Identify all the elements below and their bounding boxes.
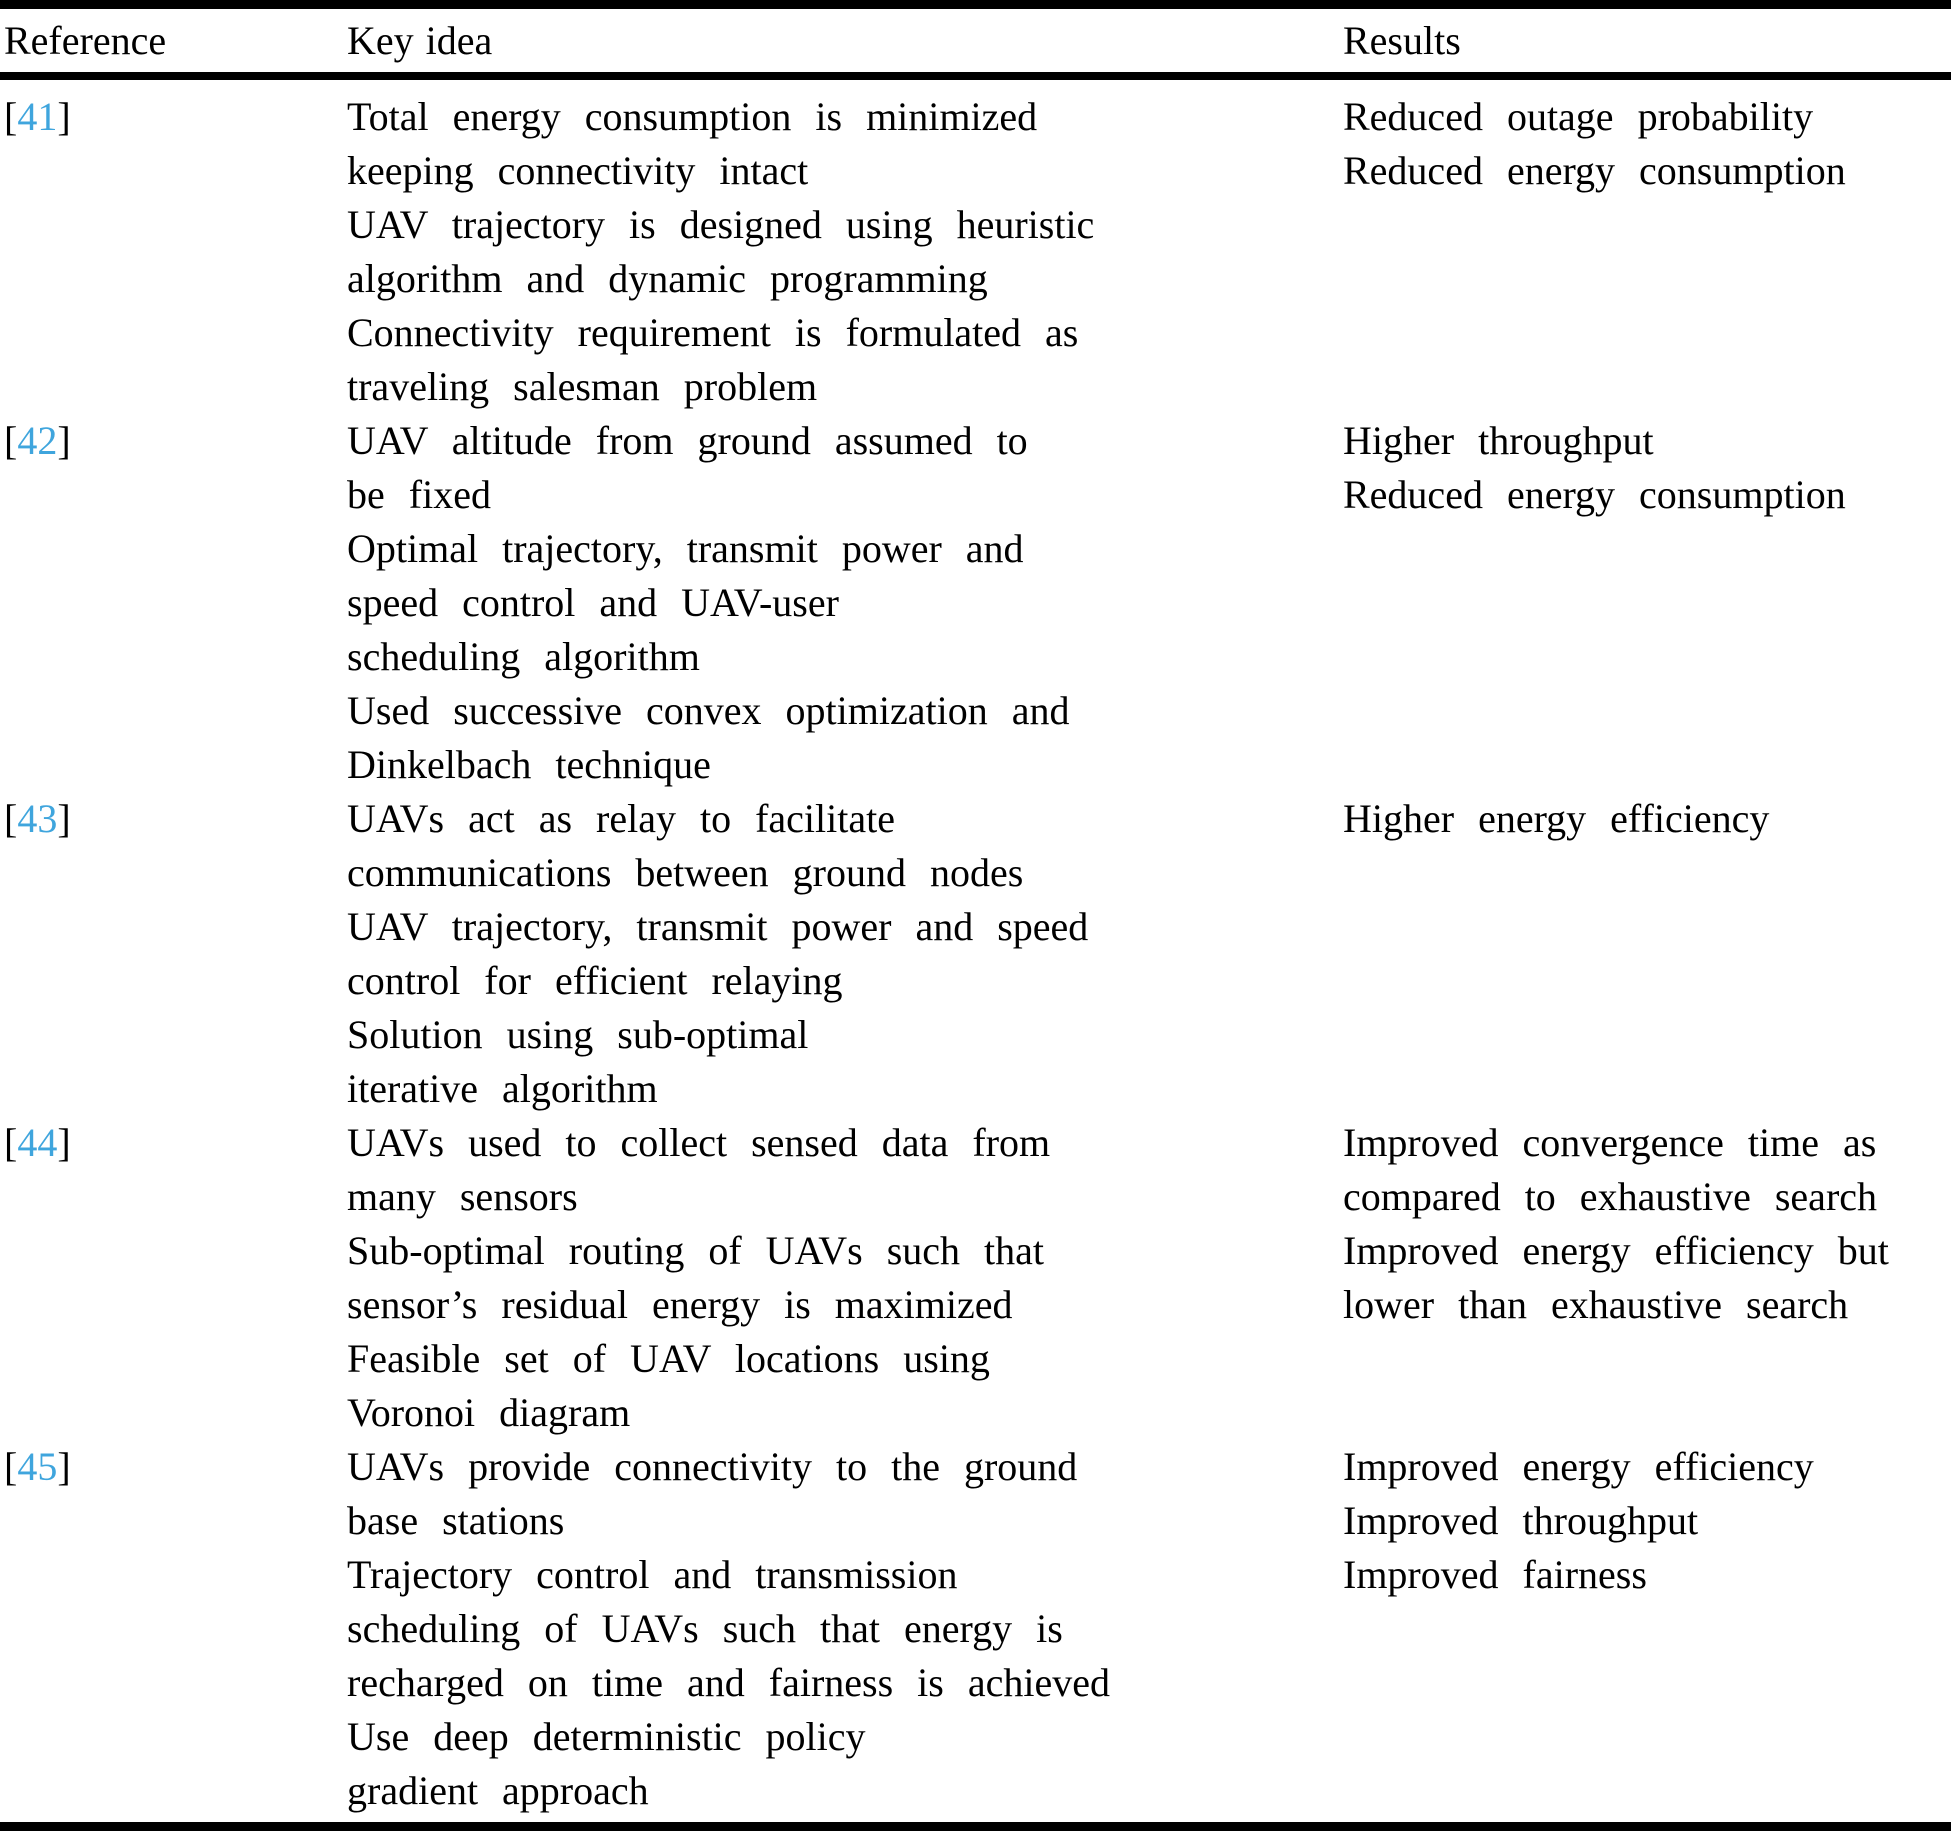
table-header-row: Reference Key idea Results [0,9,1951,72]
citation-bracket-close: ] [57,94,71,139]
results-cell: Higher throughput Reduced energy consump… [1343,418,1846,517]
citation-link[interactable]: 42 [17,418,58,463]
table-header-rule [0,72,1951,80]
table-body: [41] Total energy consumption is minimiz… [0,80,1951,1822]
citation-bracket-close: ] [57,796,71,841]
table-top-border [0,0,1951,9]
citation-bracket-open: [ [4,1120,18,1165]
citation-bracket-close: ] [57,1120,71,1165]
citation-bracket-open: [ [4,418,18,463]
citation-link[interactable]: 43 [17,796,58,841]
table-row: [45] UAVs provide connectivity to the gr… [0,1440,1951,1818]
reference-cell: [43] [0,792,347,1116]
column-header-results: Results [1343,18,1461,63]
citation-bracket-open: [ [4,796,18,841]
results-cell: Improved energy efficiency Improved thro… [1343,1444,1814,1597]
key-idea-cell: UAVs provide connectivity to the ground … [347,1444,1110,1813]
reference-cell: [45] [0,1440,347,1818]
results-cell: Improved convergence time as compared to… [1343,1120,1889,1327]
table-row: [44] UAVs used to collect sensed data fr… [0,1116,1951,1440]
citation-bracket-open: [ [4,94,18,139]
reference-cell: [41] [0,90,347,414]
citation-bracket-close: ] [57,1444,71,1489]
column-header-reference: Reference [4,18,167,63]
reference-cell: [44] [0,1116,347,1440]
citation-bracket-open: [ [4,1444,18,1489]
results-cell: Higher energy efficiency [1343,796,1770,841]
key-idea-cell: UAVs used to collect sensed data from ma… [347,1120,1051,1435]
citation-link[interactable]: 45 [17,1444,58,1489]
column-header-key-idea: Key idea [347,18,493,63]
reference-cell: [42] [0,414,347,792]
table-row: [42] UAV altitude from ground assumed to… [0,414,1951,792]
key-idea-cell: Total energy consumption is minimized ke… [347,94,1095,409]
results-cell: Reduced outage probability Reduced energ… [1343,94,1846,193]
table-row: [41] Total energy consumption is minimiz… [0,90,1951,414]
citation-bracket-close: ] [57,418,71,463]
citation-link[interactable]: 44 [17,1120,58,1165]
key-idea-cell: UAVs act as relay to facilitate communic… [347,796,1089,1111]
table-bottom-border [0,1822,1951,1831]
key-idea-cell: UAV altitude from ground assumed to be f… [347,418,1070,787]
citation-link[interactable]: 41 [17,94,58,139]
table-row: [43] UAVs act as relay to facilitate com… [0,792,1951,1116]
